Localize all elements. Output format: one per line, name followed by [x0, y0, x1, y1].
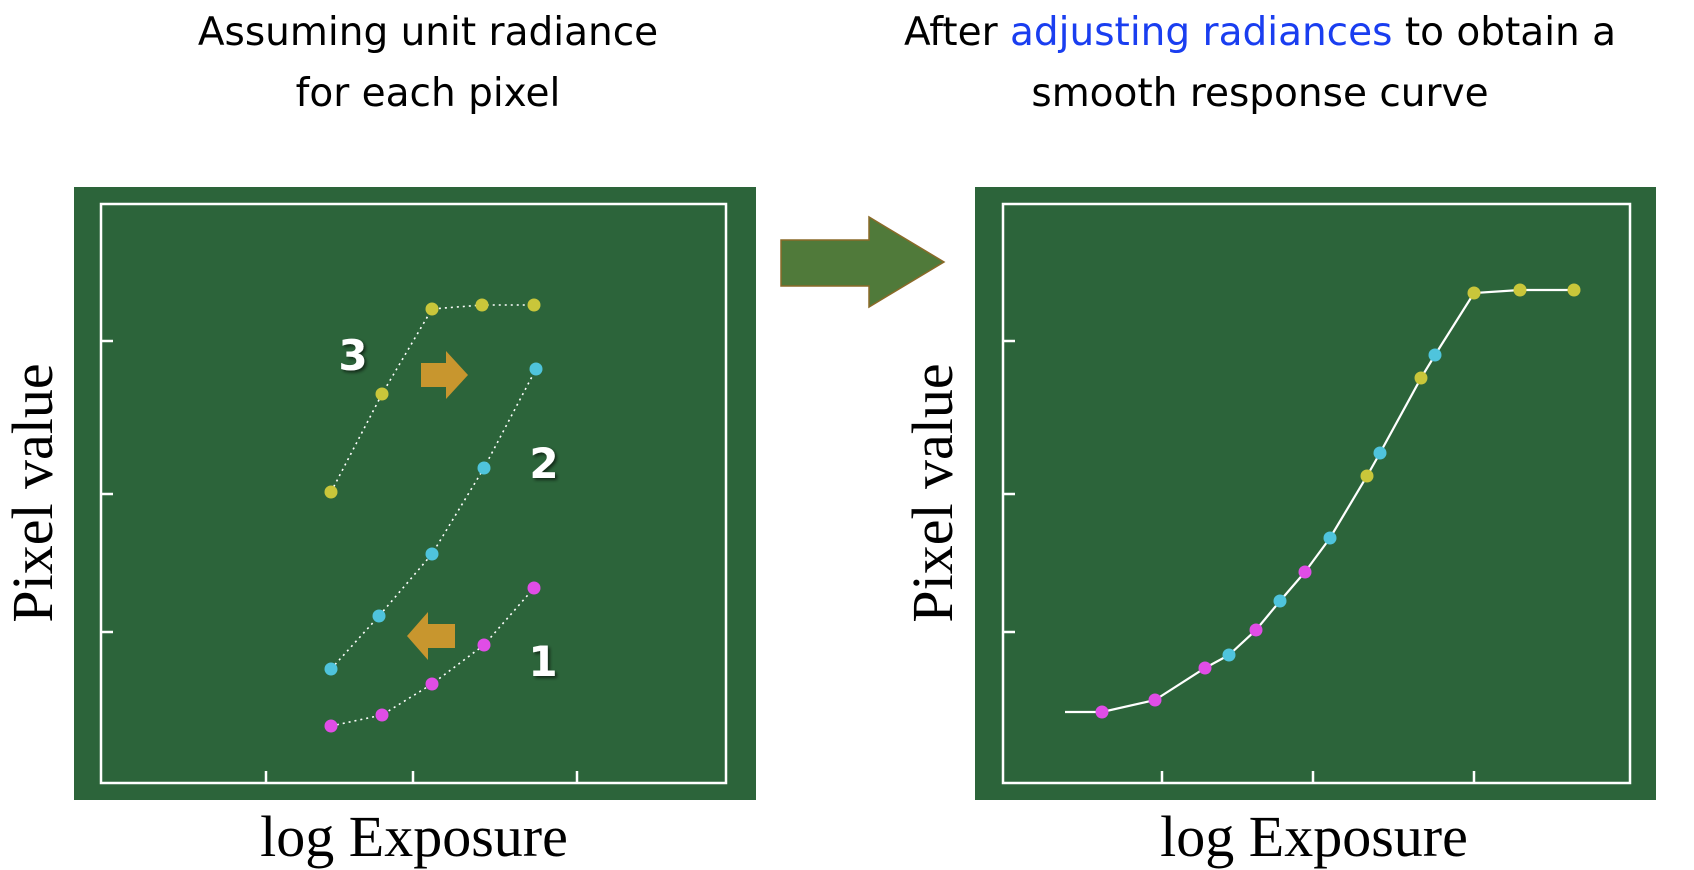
arrow-right-icon [421, 351, 468, 399]
response-curve-line [1065, 288, 1574, 714]
series-3-point [375, 387, 389, 401]
series-1-point [527, 581, 541, 595]
transition-arrow-icon [780, 215, 946, 309]
right-title: After adjusting radiances to obtain a sm… [880, 2, 1640, 124]
right-ticks [1003, 339, 1476, 783]
right-panel-background [975, 187, 1656, 800]
left-title-line-1: Assuming unit radiance [197, 10, 659, 55]
left-panel: 3 2 1 Pixel value log Exposure [0, 187, 756, 869]
series-2-point [425, 547, 439, 561]
series-3-label: 3 [338, 331, 367, 380]
left-ticks [101, 339, 579, 783]
left-title-line-2: for each pixel [295, 71, 561, 116]
series-3-point [425, 302, 439, 316]
series-1-point [375, 708, 389, 722]
series-3-point [527, 298, 541, 312]
series-2-point [1273, 594, 1287, 608]
arrow-left-icon [407, 612, 455, 660]
series-2-curve [324, 362, 543, 676]
series-1-curve [324, 581, 541, 733]
series-2-label: 2 [529, 439, 558, 488]
series-2-point [1373, 446, 1387, 460]
series-2-point [1222, 648, 1236, 662]
series-2-point [529, 362, 543, 376]
series-3-dotted-line [330, 304, 534, 493]
right-y-axis-label: Pixel value [900, 363, 965, 622]
right-title-part-2: to obtain a [1392, 10, 1617, 55]
right-panel: Pixel value log Exposure [900, 187, 1656, 869]
series-2-point [1323, 531, 1337, 545]
series-1-point [1249, 623, 1263, 637]
series-1-point [477, 638, 491, 652]
right-title-highlight: adjusting radiances [1010, 10, 1393, 55]
series-1-point [1095, 705, 1109, 719]
series-3-point [1414, 371, 1428, 385]
left-title: Assuming unit radiance for each pixel [128, 2, 728, 124]
series-1-point [1198, 661, 1212, 675]
series-1-point [425, 677, 439, 691]
series-1-label: 1 [528, 637, 557, 686]
series-3-point [1513, 283, 1527, 297]
series-2-point [1428, 348, 1442, 362]
right-title-line-1: After adjusting radiances to obtain a [880, 2, 1640, 63]
series-1-point [324, 719, 338, 733]
right-x-axis-label: log Exposure [1160, 804, 1468, 869]
series-2-point [477, 461, 491, 475]
response-curve-points [1095, 283, 1581, 719]
series-3-point [1360, 469, 1374, 483]
series-2-point [324, 662, 338, 676]
left-panel-background [74, 187, 756, 800]
series-2-point [372, 609, 386, 623]
series-3-point [475, 298, 489, 312]
left-x-axis-label: log Exposure [260, 804, 568, 869]
right-title-line-2: smooth response curve [1031, 71, 1489, 116]
right-title-part-1: After [903, 10, 1011, 55]
series-1-point [1148, 693, 1162, 707]
series-1-point [1298, 565, 1312, 579]
left-y-axis-label: Pixel value [0, 363, 65, 622]
series-3-point [1467, 286, 1481, 300]
series-3-curve [324, 298, 541, 499]
series-3-point [1567, 283, 1581, 297]
series-3-point [324, 485, 338, 499]
